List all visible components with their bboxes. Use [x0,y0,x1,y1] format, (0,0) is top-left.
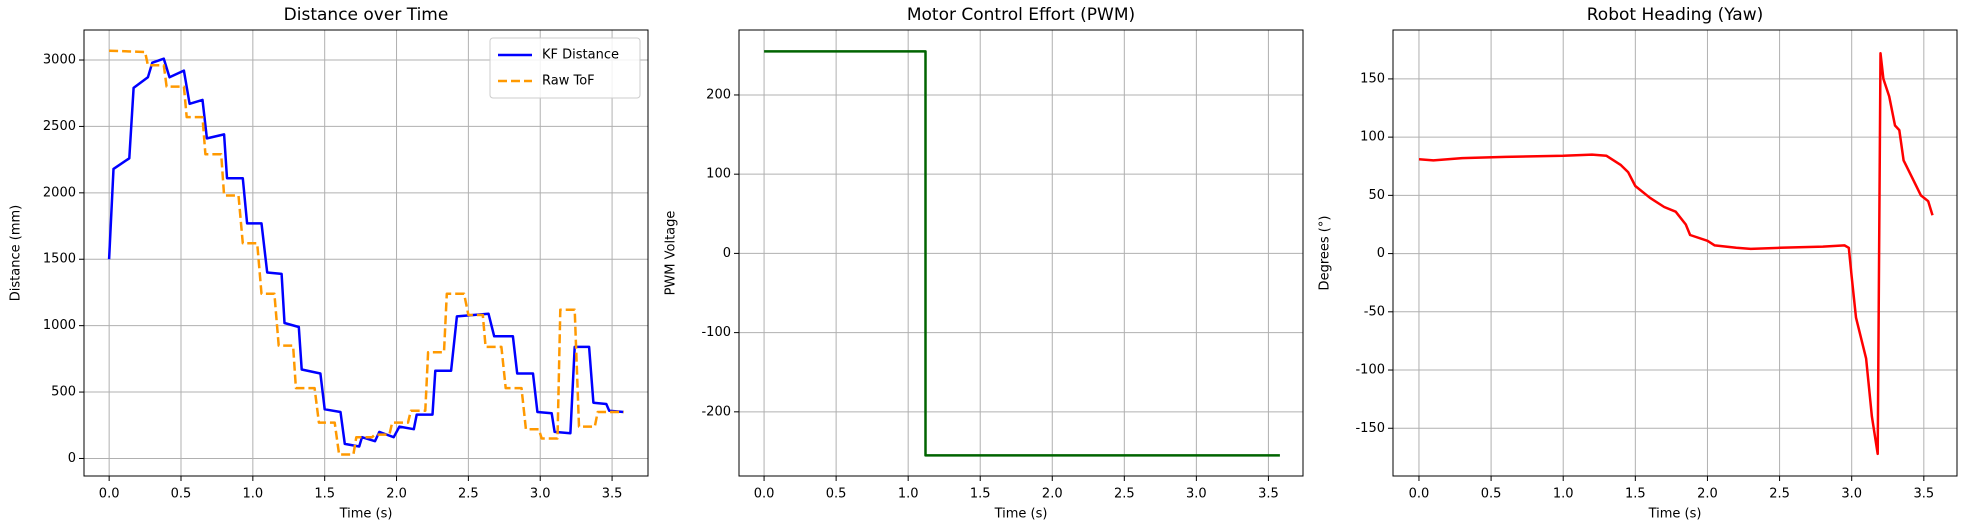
subplot: 0.0 0.5 1.0 1.5 2.0 2.5 3.0 3.5 -150 -100 -50 0 50 10… [1318,5,1958,522]
y-tick-label: 100 [1360,130,1385,145]
x-tick-label: 2.5 [1114,487,1135,502]
axes-frame [738,29,1304,477]
x-tick-label: 1.0 [1553,487,1574,502]
y-tick-label: -200 [701,404,731,419]
x-tick-label: 1.5 [970,487,991,502]
axes-frame [1392,29,1958,477]
data-line [109,49,624,456]
x-tick-label: 3.0 [530,487,551,502]
x-tick-label: 0.0 [1409,487,1430,502]
data-line [764,50,1280,457]
x-tick-label: 2.0 [386,487,407,502]
y-tick-label: 2000 [43,185,76,200]
x-tick-label: 2.5 [458,487,479,502]
y-tick-label: 200 [706,87,731,102]
y-tick-label: 500 [51,385,76,400]
x-tick-label: 0.0 [754,487,775,502]
axes-frame [83,29,649,477]
x-tick-label: 2.0 [1697,487,1718,502]
chart-title: Motor Control Effort (PWM) [907,5,1135,25]
x-tick-label: 3.0 [1186,487,1207,502]
data-line [1418,52,1934,456]
x-tick-label: 1.0 [242,487,263,502]
x-tick-label: 3.0 [1841,487,1862,502]
x-tick-label: 3.5 [602,487,623,502]
y-tick-label: -150 [1355,421,1385,436]
y-tick-label: -100 [701,325,731,340]
x-tick-label: 3.5 [1258,487,1279,502]
y-tick-label: 2500 [43,119,76,134]
x-tick-label: 2.0 [1042,487,1063,502]
legend-label: KF Distance [542,48,619,63]
y-tick-label: -50 [1364,304,1385,319]
y-tick-label: 100 [706,167,731,182]
x-tick-label: 0.5 [826,487,847,502]
y-tick-label: -100 [1355,363,1385,378]
chart-title: Distance over Time [284,5,449,25]
x-tick-label: 3.5 [1913,487,1934,502]
y-tick-label: 1500 [43,252,76,267]
x-tick-label: 1.0 [898,487,919,502]
x-tick-label: 0.5 [171,487,192,502]
x-tick-label: 0.0 [99,487,120,502]
chart-title: Robot Heading (Yaw) [1587,5,1763,25]
subplot: 0.0 0.5 1.0 1.5 2.0 2.5 3.0 3.5 -200 -100 0 100 200 M… [664,5,1304,522]
y-axis-label: PWM Voltage [664,211,679,296]
x-tick-label: 0.5 [1481,487,1502,502]
y-tick-label: 150 [1360,71,1385,86]
legend-box [489,37,641,99]
y-tick-label: 50 [1368,188,1385,203]
x-tick-label: 2.5 [1769,487,1790,502]
x-tick-label: 1.5 [1625,487,1646,502]
x-axis-label: Time (s) [994,507,1048,522]
y-tick-label: 3000 [43,53,76,68]
subplot: 0.0 0.5 1.0 1.5 2.0 2.5 3.0 3.5 0 500 1000 1500 2000… [9,5,649,522]
x-tick-label: 1.5 [314,487,335,502]
y-tick-label: 1000 [43,318,76,333]
x-axis-label: Time (s) [339,507,393,522]
data-line [107,57,624,448]
legend-label: Raw ToF [542,74,595,89]
y-axis-label: Distance (mm) [9,205,24,301]
y-tick-label: 0 [1377,246,1385,261]
y-tick-label: 0 [68,451,76,466]
y-tick-label: 0 [723,246,731,261]
x-axis-label: Time (s) [1648,507,1702,522]
y-axis-label: Degrees (°) [1318,216,1333,291]
